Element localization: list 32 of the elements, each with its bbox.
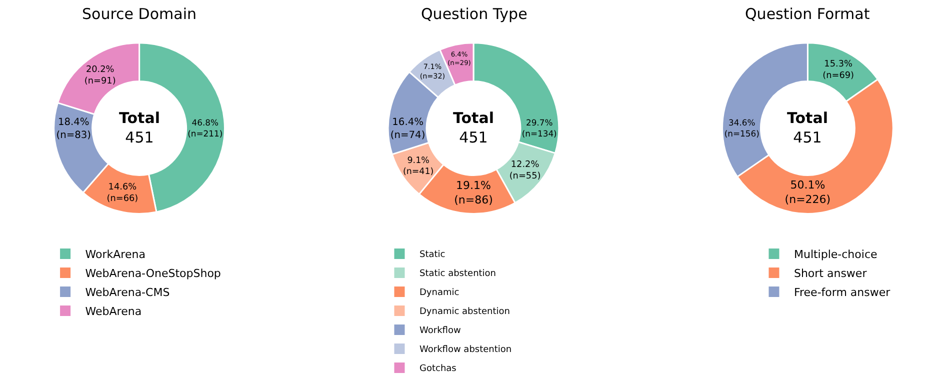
chart-title: Question Format (745, 5, 870, 23)
data-label: 9.1% (n=41) (402, 156, 434, 178)
data-label: 46.8% (n=211) (188, 117, 223, 138)
text: Total 451 (787, 109, 828, 146)
legend-label: Free-form answer (794, 286, 891, 299)
data-label: 14.6% (n=66) (106, 182, 138, 204)
data-label: 12.2% (n=55) (509, 160, 541, 182)
text: Total 451 (453, 109, 494, 146)
data-label: 20.2% (n=91) (84, 64, 116, 87)
text: Total 451 (119, 109, 160, 146)
data-label: 16.4% (n=74) (390, 117, 426, 141)
legend-label: Gotchas (419, 364, 457, 374)
legend-label: WebArena-OneStopShop (85, 266, 221, 280)
legend-label: Static abstention (419, 269, 496, 280)
data-label: 34.6% (n=156) (724, 117, 760, 138)
legend-label: Dynamic (419, 288, 460, 298)
chart-title: Source Domain (82, 5, 196, 23)
legend-label: Multiple-choice (794, 248, 878, 261)
legend-label: Dynamic abstention (419, 307, 510, 318)
legend-label: Workflow (419, 326, 461, 336)
legend-label: Short answer (794, 266, 868, 280)
chart-title: Question Type (421, 5, 528, 23)
legend-label: WorkArena (85, 248, 146, 261)
legend-label: WebArena-CMS (85, 286, 170, 299)
data-label: 15.3% (n=69) (822, 60, 854, 82)
data-label: 29.7% (n=134) (522, 117, 557, 138)
legend-label: WebArena (85, 304, 142, 318)
data-label: 18.4% (n=83) (56, 117, 91, 141)
legend-label: Static (419, 250, 446, 260)
data-label: 19.1% (n=86) (454, 179, 493, 206)
legend-label: Workflow abstention (419, 345, 512, 356)
data-label: 50.1% (n=226) (784, 178, 831, 206)
